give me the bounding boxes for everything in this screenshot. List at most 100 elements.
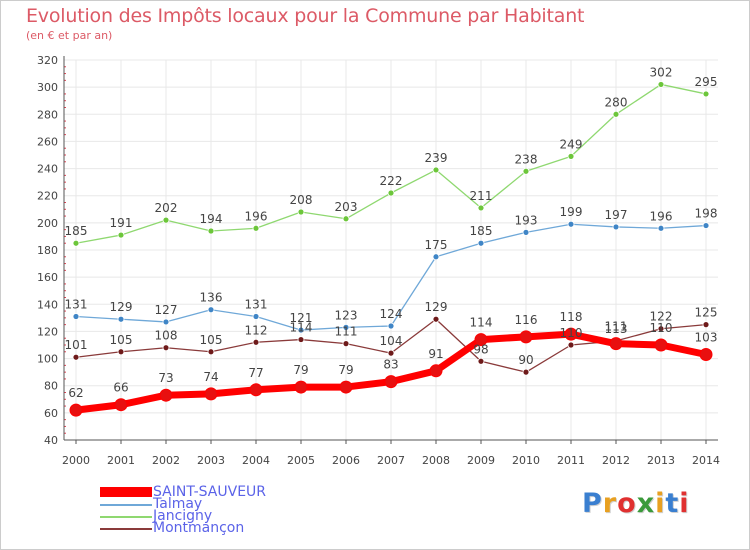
data-label: 185 bbox=[65, 224, 88, 238]
x-tick-label: 2003 bbox=[197, 454, 225, 467]
data-point bbox=[387, 189, 395, 197]
logo-letter: i bbox=[655, 488, 666, 519]
data-point bbox=[162, 318, 170, 326]
data-point bbox=[477, 239, 485, 247]
data-point bbox=[699, 348, 713, 361]
data-point bbox=[252, 224, 260, 232]
data-point bbox=[657, 81, 665, 88]
data-label: 295 bbox=[695, 75, 718, 89]
data-label: 125 bbox=[695, 306, 718, 320]
data-point bbox=[519, 330, 533, 344]
legend-item: Montmançon bbox=[100, 520, 320, 537]
series-saint-sauveur bbox=[69, 327, 713, 417]
legend-label: Montmançon bbox=[153, 520, 245, 536]
data-label: 121 bbox=[290, 311, 313, 325]
data-label: 104 bbox=[380, 334, 403, 348]
data-point bbox=[567, 341, 575, 349]
data-label: 110 bbox=[560, 326, 583, 340]
data-point bbox=[522, 167, 530, 175]
data-label: 185 bbox=[470, 224, 493, 238]
data-label: 108 bbox=[155, 329, 178, 343]
data-point bbox=[474, 333, 488, 347]
data-point bbox=[297, 208, 305, 216]
proxiti-logo: Proxiti bbox=[582, 488, 690, 519]
data-label: 98 bbox=[473, 342, 488, 356]
data-label: 74 bbox=[203, 370, 218, 384]
data-point bbox=[522, 368, 530, 376]
data-point bbox=[72, 353, 80, 361]
data-point bbox=[432, 253, 440, 261]
x-tick-label: 2005 bbox=[287, 454, 315, 467]
data-point bbox=[657, 325, 665, 333]
x-tick-label: 2007 bbox=[377, 454, 405, 467]
data-label: 79 bbox=[338, 363, 353, 377]
legend-item: SAINT-SAUVEUR bbox=[100, 484, 320, 501]
legend-label: SAINT-SAUVEUR bbox=[153, 484, 267, 500]
data-label: 114 bbox=[290, 321, 313, 335]
legend-swatch bbox=[100, 504, 152, 506]
y-tick-label: 120 bbox=[37, 325, 58, 338]
data-point bbox=[162, 344, 170, 352]
data-point bbox=[432, 166, 440, 174]
data-label: 66 bbox=[113, 381, 128, 395]
data-label: 191 bbox=[110, 216, 133, 230]
data-point bbox=[117, 348, 125, 356]
logo-letter: o bbox=[617, 488, 637, 519]
data-label: 196 bbox=[245, 209, 268, 223]
data-point bbox=[702, 222, 710, 229]
data-label: 110 bbox=[650, 321, 673, 335]
data-label: 238 bbox=[515, 152, 538, 166]
y-tick-label: 260 bbox=[37, 135, 58, 148]
data-point bbox=[612, 110, 620, 118]
data-label: 124 bbox=[380, 307, 403, 321]
legend-label: Talmay bbox=[153, 496, 203, 512]
y-tick-label: 320 bbox=[37, 54, 58, 67]
data-label: 111 bbox=[335, 325, 358, 339]
series-jancigny bbox=[72, 81, 710, 247]
series-lines bbox=[69, 81, 713, 417]
axes: 40 60 80 100 120 140 160 180 200 220 240 260 280 300 3… bbox=[37, 54, 720, 467]
data-point bbox=[72, 239, 80, 247]
logo-letter: P bbox=[582, 488, 603, 519]
data-point bbox=[609, 337, 623, 351]
x-tick-label: 2006 bbox=[332, 454, 360, 467]
x-tick-label: 2008 bbox=[422, 454, 450, 467]
data-label: 222 bbox=[380, 174, 403, 188]
legend-item: Talmay bbox=[100, 496, 320, 513]
data-point bbox=[252, 338, 260, 346]
legend-swatch bbox=[100, 516, 152, 518]
x-tick-label: 2004 bbox=[242, 454, 270, 467]
y-tick-label: 200 bbox=[37, 217, 58, 230]
data-label: 73 bbox=[158, 371, 173, 385]
logo-letter: t bbox=[665, 488, 680, 519]
chart-subtitle: (en € et par an) bbox=[26, 29, 113, 42]
data-point bbox=[342, 340, 350, 348]
data-point bbox=[432, 315, 440, 323]
data-point bbox=[567, 220, 575, 228]
x-tick-label: 2002 bbox=[152, 454, 180, 467]
y-tick-label: 220 bbox=[37, 190, 58, 203]
data-point bbox=[522, 228, 530, 236]
data-point bbox=[387, 322, 395, 330]
data-point bbox=[204, 387, 218, 401]
data-label: 208 bbox=[290, 193, 313, 207]
data-label: 196 bbox=[650, 209, 673, 223]
x-tick-label: 2001 bbox=[107, 454, 135, 467]
x-tick-label: 2009 bbox=[467, 454, 495, 467]
y-tick-label: 100 bbox=[37, 353, 58, 366]
data-label: 123 bbox=[335, 308, 358, 322]
data-point bbox=[207, 306, 215, 314]
data-label: 175 bbox=[425, 238, 448, 252]
data-label: 202 bbox=[155, 201, 178, 215]
logo-letter: x bbox=[636, 488, 656, 519]
data-point bbox=[297, 336, 305, 343]
data-point bbox=[342, 215, 350, 223]
data-point bbox=[342, 323, 350, 331]
data-label: 302 bbox=[650, 65, 673, 79]
data-label: 118 bbox=[560, 310, 583, 324]
data-point bbox=[117, 315, 125, 323]
data-point bbox=[384, 375, 398, 389]
data-label: 111 bbox=[605, 320, 628, 334]
data-point bbox=[429, 364, 443, 378]
